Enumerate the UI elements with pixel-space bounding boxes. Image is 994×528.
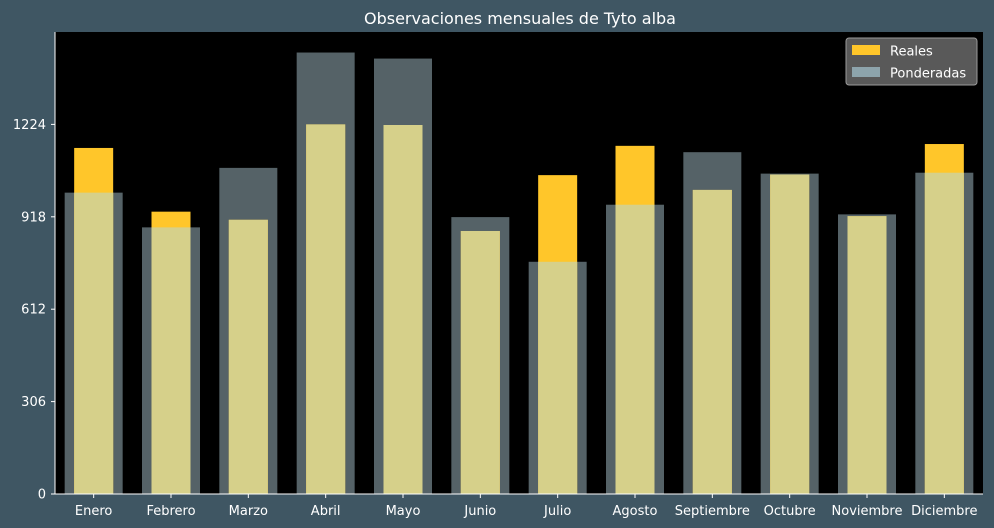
- x-axis: Enero Febrero Marzo Abril Mayo Junio Julio Agos…: [55, 493, 983, 519]
- y-tick-label: 918: [21, 210, 46, 225]
- bar-overlap: [770, 174, 810, 494]
- x-tick-label: Octubre: [764, 504, 816, 519]
- bar-overlap: [306, 124, 346, 495]
- bar-overlap: [228, 219, 268, 494]
- bar-overlap: [692, 189, 732, 495]
- plot-area: [55, 32, 983, 494]
- x-tick-label: Enero: [75, 504, 113, 519]
- y-axis: 0 306 612 918 1224: [13, 32, 56, 503]
- x-tick-label: Marzo: [229, 504, 268, 519]
- chart-title: Observaciones mensuales de Tyto alba: [364, 9, 676, 28]
- overlap-bars-group: [74, 124, 964, 495]
- y-tick-label: 1224: [13, 118, 46, 133]
- y-tick-label: 306: [21, 395, 46, 410]
- x-tick-label: Diciembre: [911, 504, 977, 519]
- bar-overlap: [924, 172, 964, 494]
- y-tick-label: 612: [21, 303, 46, 318]
- x-tick-label: Abril: [311, 504, 341, 519]
- bar-overlap: [383, 125, 423, 495]
- x-tick-label: Agosto: [613, 504, 658, 519]
- bar-overlap: [460, 230, 500, 494]
- y-tick-label: 0: [38, 488, 46, 503]
- x-tick-label: Junio: [463, 504, 496, 519]
- bar-overlap: [615, 204, 655, 495]
- legend-label-reales: Reales: [890, 45, 933, 60]
- legend: Reales Ponderadas: [845, 37, 978, 86]
- legend-swatch-reales: [852, 45, 880, 55]
- bar-overlap: [847, 216, 887, 494]
- x-tick-label: Septiembre: [675, 504, 750, 519]
- x-tick-label: Julio: [543, 504, 571, 519]
- legend-swatch-ponderadas: [852, 67, 880, 77]
- legend-label-ponderadas: Ponderadas: [890, 67, 966, 82]
- x-tick-label: Febrero: [146, 504, 195, 519]
- bar-overlap: [538, 261, 578, 494]
- x-tick-label: Noviembre: [832, 504, 903, 519]
- bar-overlap: [151, 227, 191, 494]
- bar-overlap: [74, 192, 114, 495]
- x-tick-label: Mayo: [386, 504, 421, 519]
